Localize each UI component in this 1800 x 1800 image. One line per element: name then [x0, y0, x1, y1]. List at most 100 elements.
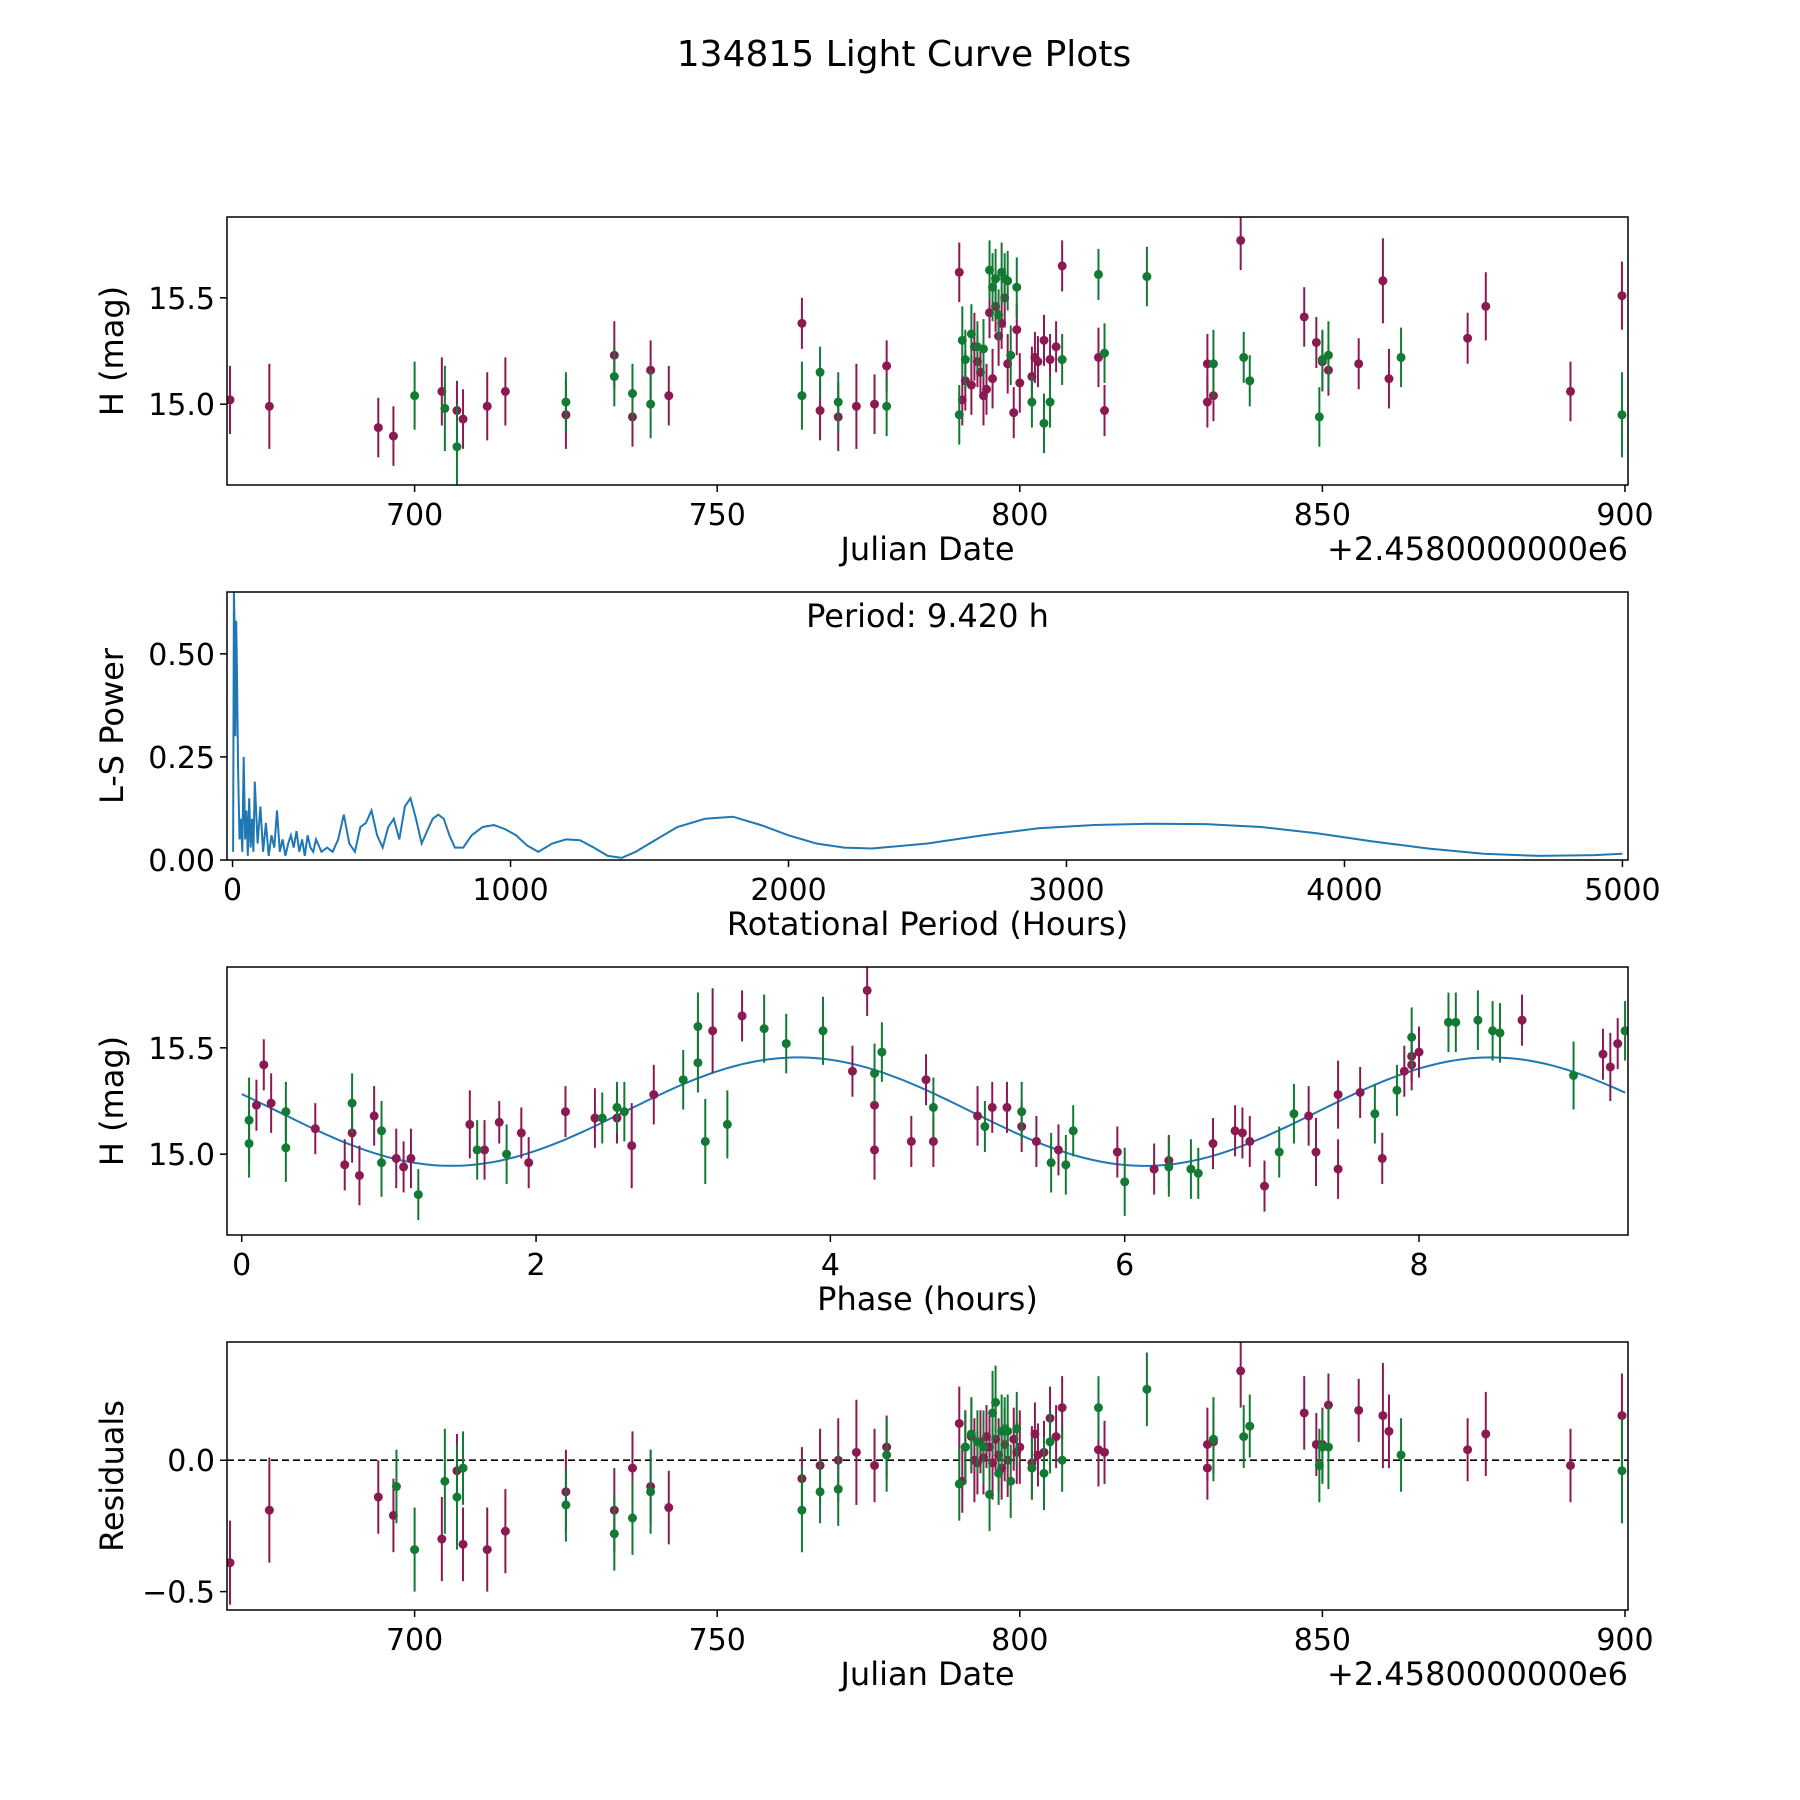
data-point [973, 1111, 983, 1121]
data-point [1333, 1164, 1343, 1174]
data-point [1354, 1405, 1364, 1415]
data-point [1003, 276, 1013, 286]
data-point [1039, 335, 1049, 345]
x-tick-label: 850 [1294, 498, 1351, 533]
data-point [627, 1513, 637, 1523]
data-point [978, 344, 988, 354]
data-point [472, 1145, 482, 1155]
data-point [561, 1500, 571, 1510]
data-point [524, 1158, 534, 1168]
data-point [870, 1145, 880, 1155]
data-point [815, 406, 825, 416]
data-point [988, 374, 998, 384]
data-point [1260, 1181, 1270, 1191]
data-point [954, 267, 964, 277]
data-point [882, 401, 892, 411]
data-point [1057, 261, 1067, 271]
data-point [1399, 1066, 1409, 1076]
panel-p3: 0 2 4 6 8 15.0 15.5 Phase (hours) H (mag) [93, 966, 1629, 1318]
y-axis-label: H (mag) [93, 286, 131, 416]
data-point [1473, 1015, 1483, 1025]
data-point [388, 431, 398, 441]
data-point [664, 1503, 674, 1513]
data-point [1053, 1145, 1063, 1155]
x-tick-label: 0 [223, 873, 242, 908]
data-point [1245, 1136, 1255, 1146]
x-tick-label: 700 [386, 498, 443, 533]
data-point [1236, 1366, 1246, 1376]
data-point [619, 1107, 629, 1117]
x-tick-label: 4000 [1306, 873, 1382, 908]
data-point [646, 1487, 656, 1497]
data-point [281, 1107, 291, 1117]
x-tick-label: 0 [232, 1248, 251, 1283]
data-point [482, 401, 492, 411]
x-tick-label: 2000 [750, 873, 826, 908]
data-point [391, 1153, 401, 1163]
data-point [377, 1126, 387, 1136]
data-point [465, 1119, 475, 1129]
y-tick-label: 15.5 [148, 282, 215, 317]
data-point [815, 367, 825, 377]
data-point [1230, 1126, 1240, 1136]
data-point [966, 1429, 976, 1439]
y-tick-label: 15.0 [148, 388, 215, 423]
data-point [1149, 1164, 1159, 1174]
data-point [980, 1122, 990, 1132]
data-point [340, 1160, 350, 1170]
axes-frame [226, 216, 1629, 486]
data-point [452, 1492, 462, 1502]
data-point [410, 1545, 420, 1555]
y-tick-label: 15.5 [148, 1032, 215, 1067]
data-point [627, 1141, 637, 1151]
data-point [954, 410, 964, 420]
data-point [693, 1022, 703, 1032]
data-point [1057, 355, 1067, 365]
y-axis-label: Residuals [93, 1400, 131, 1552]
data-point [960, 355, 970, 365]
data-point [994, 1468, 1004, 1478]
data-point [560, 1107, 570, 1117]
data-point [1057, 1403, 1067, 1413]
data-point [458, 1463, 468, 1473]
data-point [1061, 1160, 1071, 1170]
x-offset-label: +2.4580000000e6 [1327, 530, 1628, 568]
data-point [693, 1058, 703, 1068]
data-point [1045, 1437, 1055, 1447]
data-point [1186, 1164, 1196, 1174]
x-tick-label: 1000 [472, 873, 548, 908]
data-point [1239, 1432, 1249, 1442]
data-point [1164, 1162, 1174, 1172]
data-point [1463, 333, 1473, 343]
data-point [373, 1492, 383, 1502]
data-point [1414, 1047, 1424, 1057]
data-point [664, 391, 674, 401]
data-point [1274, 1147, 1284, 1157]
data-point [281, 1143, 291, 1153]
data-point [737, 1011, 747, 1021]
data-point [882, 361, 892, 371]
data-point [609, 372, 619, 382]
x-tick-label: 6 [1115, 1248, 1134, 1283]
data-point [1208, 1139, 1218, 1149]
data-point [646, 399, 656, 409]
data-point [1311, 337, 1321, 347]
data-point [797, 318, 807, 328]
data-point [1617, 1411, 1627, 1421]
data-point [928, 1136, 938, 1146]
data-point [1027, 397, 1037, 407]
data-point [1068, 1126, 1078, 1136]
data-point [1009, 408, 1019, 418]
data-point [264, 1505, 274, 1515]
data-point [1039, 1468, 1049, 1478]
data-point [1046, 1158, 1056, 1168]
data-point [1569, 1070, 1579, 1080]
x-tick-label: 700 [386, 1623, 443, 1658]
data-point [609, 1529, 619, 1539]
data-point [482, 1545, 492, 1555]
data-point [612, 1102, 622, 1112]
data-point [882, 1450, 892, 1460]
data-point [1311, 1147, 1321, 1157]
plot-area [227, 217, 1627, 485]
data-point [1057, 1455, 1067, 1465]
